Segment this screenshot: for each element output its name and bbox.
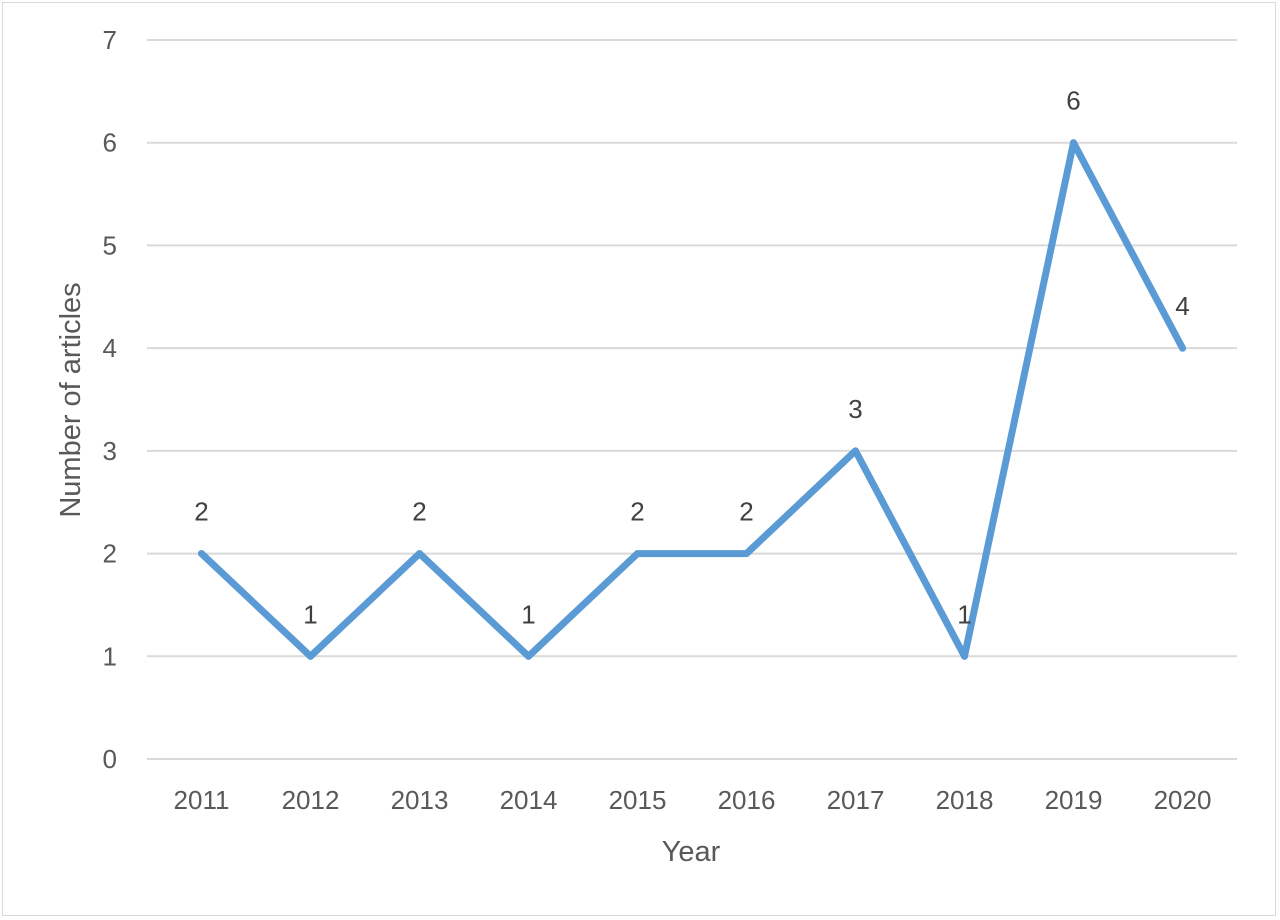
x-tick-label: 2016 (718, 785, 776, 815)
x-tick-label: 2019 (1045, 785, 1103, 815)
data-labels: 2 1 2 1 2 2 3 1 6 4 (194, 86, 1189, 630)
x-tick-label: 2013 (391, 785, 449, 815)
x-tick-label: 2015 (609, 785, 667, 815)
data-label: 1 (957, 599, 971, 629)
data-point (1179, 344, 1186, 352)
x-tick-label: 2012 (282, 785, 340, 815)
x-tick-label: 2014 (500, 785, 558, 815)
x-axis-title: Year (662, 836, 721, 868)
y-tick-label: 5 (103, 230, 117, 260)
y-tick-label: 0 (103, 744, 117, 774)
y-tick-label: 3 (103, 436, 117, 466)
data-point (198, 550, 205, 558)
data-point (307, 652, 314, 660)
y-axis-ticks: 0 1 2 3 4 5 6 7 (103, 25, 117, 774)
data-point (961, 652, 968, 660)
y-axis-title: Number of articles (55, 282, 87, 517)
x-tick-label: 2017 (827, 785, 885, 815)
gridlines (147, 39, 1237, 760)
series-line (198, 139, 1186, 660)
y-tick-label: 2 (103, 539, 117, 569)
data-point (1070, 139, 1077, 147)
data-point (634, 550, 641, 558)
y-tick-label: 6 (103, 128, 117, 158)
data-point (525, 652, 532, 660)
data-label: 2 (739, 497, 753, 527)
y-tick-label: 4 (103, 333, 117, 363)
data-label: 6 (1066, 86, 1080, 116)
x-axis-ticks: 2011 2012 2013 2014 2015 2016 2017 2018 2019 2020 (174, 785, 1212, 815)
data-point (416, 550, 423, 558)
series-layer (198, 139, 1186, 660)
x-tick-label: 2018 (936, 785, 994, 815)
data-point (743, 550, 750, 558)
y-tick-label: 7 (103, 25, 117, 55)
data-point (852, 447, 859, 455)
data-label: 1 (303, 599, 317, 629)
x-tick-label: 2011 (174, 785, 230, 815)
x-tick-label: 2020 (1154, 785, 1212, 815)
y-tick-label: 1 (103, 641, 117, 671)
data-label: 3 (848, 394, 862, 424)
data-label: 2 (630, 497, 644, 527)
data-label: 2 (194, 497, 208, 527)
data-label: 2 (412, 497, 426, 527)
data-label: 4 (1175, 291, 1189, 321)
data-label: 1 (521, 599, 535, 629)
